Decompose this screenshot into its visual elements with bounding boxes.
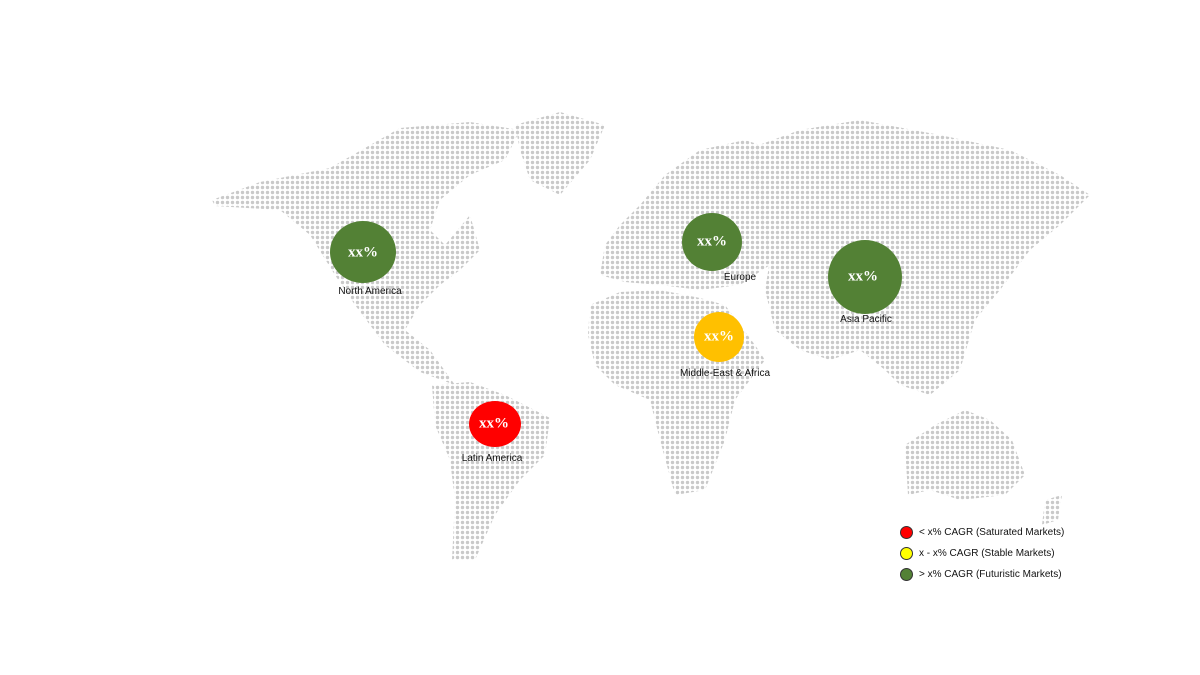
asia-pacific-label: Asia Pacific	[840, 314, 892, 325]
region-bubble-latin-america	[469, 401, 521, 447]
north-america-value: xx%	[348, 244, 378, 261]
europe-value: xx%	[697, 233, 727, 250]
region-bubble-middle-east-africa	[694, 312, 744, 362]
red-dot-icon	[900, 526, 913, 539]
continent-new-zealand	[1042, 495, 1062, 525]
legend: < x% CAGR (Saturated Markets) x - x% CAG…	[900, 522, 1064, 585]
continent-europe	[600, 140, 770, 290]
legend-item-futuristic: > x% CAGR (Futuristic Markets)	[900, 564, 1064, 585]
europe-label: Europe	[723, 272, 757, 283]
legend-label: x - x% CAGR (Stable Markets)	[919, 548, 1055, 559]
mea-label: Middle-East & Africa	[679, 368, 771, 379]
region-bubble-asia-pacific	[828, 240, 902, 314]
region-bubble-north-america	[330, 221, 396, 283]
yellow-dot-icon	[900, 547, 913, 560]
legend-label: > x% CAGR (Futuristic Markets)	[919, 569, 1062, 580]
mea-value: xx%	[704, 328, 734, 345]
legend-item-stable: x - x% CAGR (Stable Markets)	[900, 543, 1064, 564]
latin-america-label: Latin America	[461, 453, 523, 464]
north-america-label: North America	[338, 286, 402, 297]
continent-asia	[745, 120, 1090, 395]
legend-label: < x% CAGR (Saturated Markets)	[919, 527, 1065, 538]
continent-australia	[905, 410, 1025, 500]
legend-item-saturated: < x% CAGR (Saturated Markets)	[900, 522, 1064, 543]
region-bubble-europe	[682, 213, 742, 271]
latin-america-value: xx%	[479, 415, 509, 432]
continent-greenland	[515, 112, 605, 195]
green-dot-icon	[900, 568, 913, 581]
asia-pacific-value: xx%	[848, 268, 878, 285]
continent-africa	[588, 290, 765, 495]
